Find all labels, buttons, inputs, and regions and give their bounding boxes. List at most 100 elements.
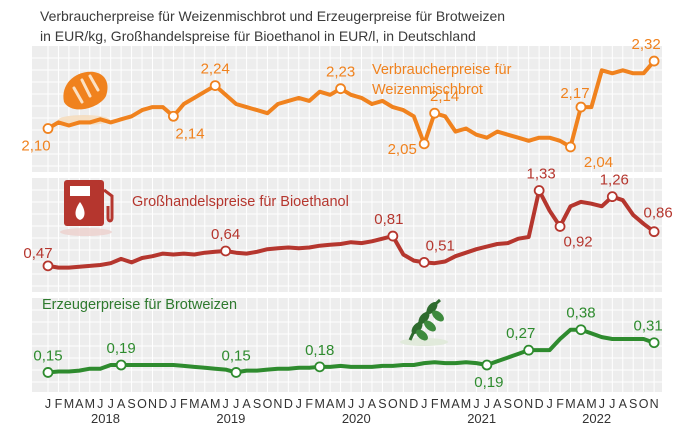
- ethanol-data-label: 1,26: [600, 172, 629, 189]
- wheat-data-label: 0,15: [33, 347, 62, 364]
- x-tick-label: J: [546, 397, 552, 411]
- x-year-label: 2019: [216, 411, 245, 425]
- x-year-label: 2018: [91, 411, 120, 425]
- x-tick-label: A: [117, 397, 126, 411]
- x-tick-label: M: [335, 397, 345, 411]
- wheat-data-point: [115, 359, 127, 371]
- bread-series-line: [46, 59, 657, 149]
- x-tick-label: N: [524, 397, 533, 411]
- x-tick-label: M: [210, 397, 220, 411]
- wheat-data-label: 0,31: [633, 318, 662, 335]
- x-tick-label: J: [358, 397, 364, 411]
- x-tick-label: S: [629, 397, 637, 411]
- x-tick-label: J: [97, 397, 103, 411]
- chart-title-line1: Verbraucherpreise für Weizenmischbrot un…: [40, 8, 506, 24]
- ethanol-panel-background: [32, 178, 662, 292]
- bread-data-point: [648, 55, 660, 67]
- bread-panel-background: [32, 46, 662, 172]
- wheat-data-point: [314, 361, 326, 373]
- x-tick-label: D: [535, 397, 544, 411]
- x-tick-label: A: [451, 397, 460, 411]
- x-tick-label: F: [55, 397, 63, 411]
- chart-series: 2,10 2,14 2,24 2,23 2,05 2,14 2,04 2,17 2,32 0,47…: [21, 36, 672, 391]
- x-tick-label: J: [170, 397, 176, 411]
- x-tick-label: A: [368, 397, 377, 411]
- x-tick-label: J: [421, 397, 427, 411]
- x-tick-label: M: [565, 397, 575, 411]
- x-tick-label: O: [388, 397, 398, 411]
- wheat-data-point: [42, 367, 54, 378]
- ethanol-data-point: [648, 226, 660, 238]
- x-tick-label: N: [399, 397, 408, 411]
- x-tick-label: M: [85, 397, 95, 411]
- bread-data-label: 2,17: [560, 85, 589, 102]
- wheat-data-point: [523, 344, 535, 356]
- bread-data-label: 2,04: [584, 154, 613, 171]
- ethanol-data-point: [387, 230, 399, 242]
- x-tick-label: N: [148, 397, 157, 411]
- x-tick-label: A: [577, 397, 586, 411]
- ethanol-data-label: 0,81: [374, 211, 403, 228]
- series-names: Verbraucherpreise für Weizenmischbrot Gr…: [42, 62, 512, 313]
- bread-data-label: 2,10: [21, 138, 50, 155]
- ethanol-data-point: [554, 221, 566, 232]
- bread-data-label: 2,23: [326, 64, 355, 81]
- x-tick-label: D: [409, 397, 418, 411]
- x-tick-label: F: [180, 397, 188, 411]
- bread-data-point: [167, 110, 179, 122]
- ethanol-data-label: 1,33: [527, 166, 556, 183]
- bread-data-point: [335, 83, 347, 95]
- chart-title: Verbraucherpreise für Weizenmischbrot un…: [40, 6, 690, 46]
- x-tick-label: J: [484, 397, 490, 411]
- ethanol-data-point: [533, 185, 545, 196]
- x-tick-label: M: [64, 397, 74, 411]
- bread-data-label: 2,14: [430, 88, 459, 105]
- ethanol-data-label: 0,51: [426, 237, 455, 254]
- x-tick-label: O: [137, 397, 147, 411]
- x-tick-label: A: [619, 397, 628, 411]
- x-tick-label: J: [45, 397, 51, 411]
- x-tick-label: N: [650, 397, 659, 411]
- ethanol-data-label: 0,86: [643, 205, 672, 222]
- bread-series-name-line1: Verbraucherpreise für: [372, 62, 512, 78]
- x-tick-label: A: [326, 397, 335, 411]
- x-tick-label: J: [223, 397, 229, 411]
- x-tick-label: A: [75, 397, 84, 411]
- bread-data-label: 2,24: [201, 61, 230, 78]
- wheat-data-point: [575, 324, 587, 336]
- ethanol-data-label: 0,92: [563, 233, 592, 250]
- bread-data-label: 2,14: [175, 125, 204, 142]
- wheat-data-point: [648, 337, 660, 349]
- x-tick-label: M: [314, 397, 324, 411]
- wheat-series-line: [46, 327, 657, 375]
- bread-data-point: [429, 107, 441, 119]
- chart-title-line2: in EUR/kg, Großhandelspreise für Bioetha…: [40, 28, 476, 44]
- x-year-label: 2022: [582, 411, 611, 425]
- ethanol-data-point: [42, 260, 54, 272]
- x-tick-label: J: [348, 397, 354, 411]
- bread-icon: [58, 71, 110, 125]
- wheat-data-label: 0,38: [566, 305, 595, 322]
- ethanol-series-name: Großhandelspreise für Bioethanol: [132, 194, 349, 210]
- chart-panels: [32, 46, 662, 392]
- bread-data-label: 2,32: [631, 36, 660, 53]
- x-tick-label: S: [127, 397, 135, 411]
- wheat-series-name: Erzeugerpreise für Brotweizen: [42, 297, 237, 313]
- bread-data-point: [209, 80, 221, 91]
- fuel-pump-icon: [60, 180, 114, 236]
- x-tick-label: S: [378, 397, 386, 411]
- x-tick-label: A: [242, 397, 251, 411]
- x-tick-label: S: [504, 397, 512, 411]
- bread-series-name-line2: Weizenmischbrot: [372, 82, 483, 98]
- wheat-data-label: 0,27: [506, 325, 535, 342]
- x-tick-label: M: [586, 397, 596, 411]
- chart-icons: [58, 71, 448, 346]
- wheat-data-point: [230, 367, 242, 378]
- bread-data-point: [42, 123, 54, 134]
- x-tick-label: J: [599, 397, 605, 411]
- x-tick-label: M: [440, 397, 450, 411]
- ethanol-series-line: [46, 188, 657, 270]
- x-tick-label: A: [201, 397, 210, 411]
